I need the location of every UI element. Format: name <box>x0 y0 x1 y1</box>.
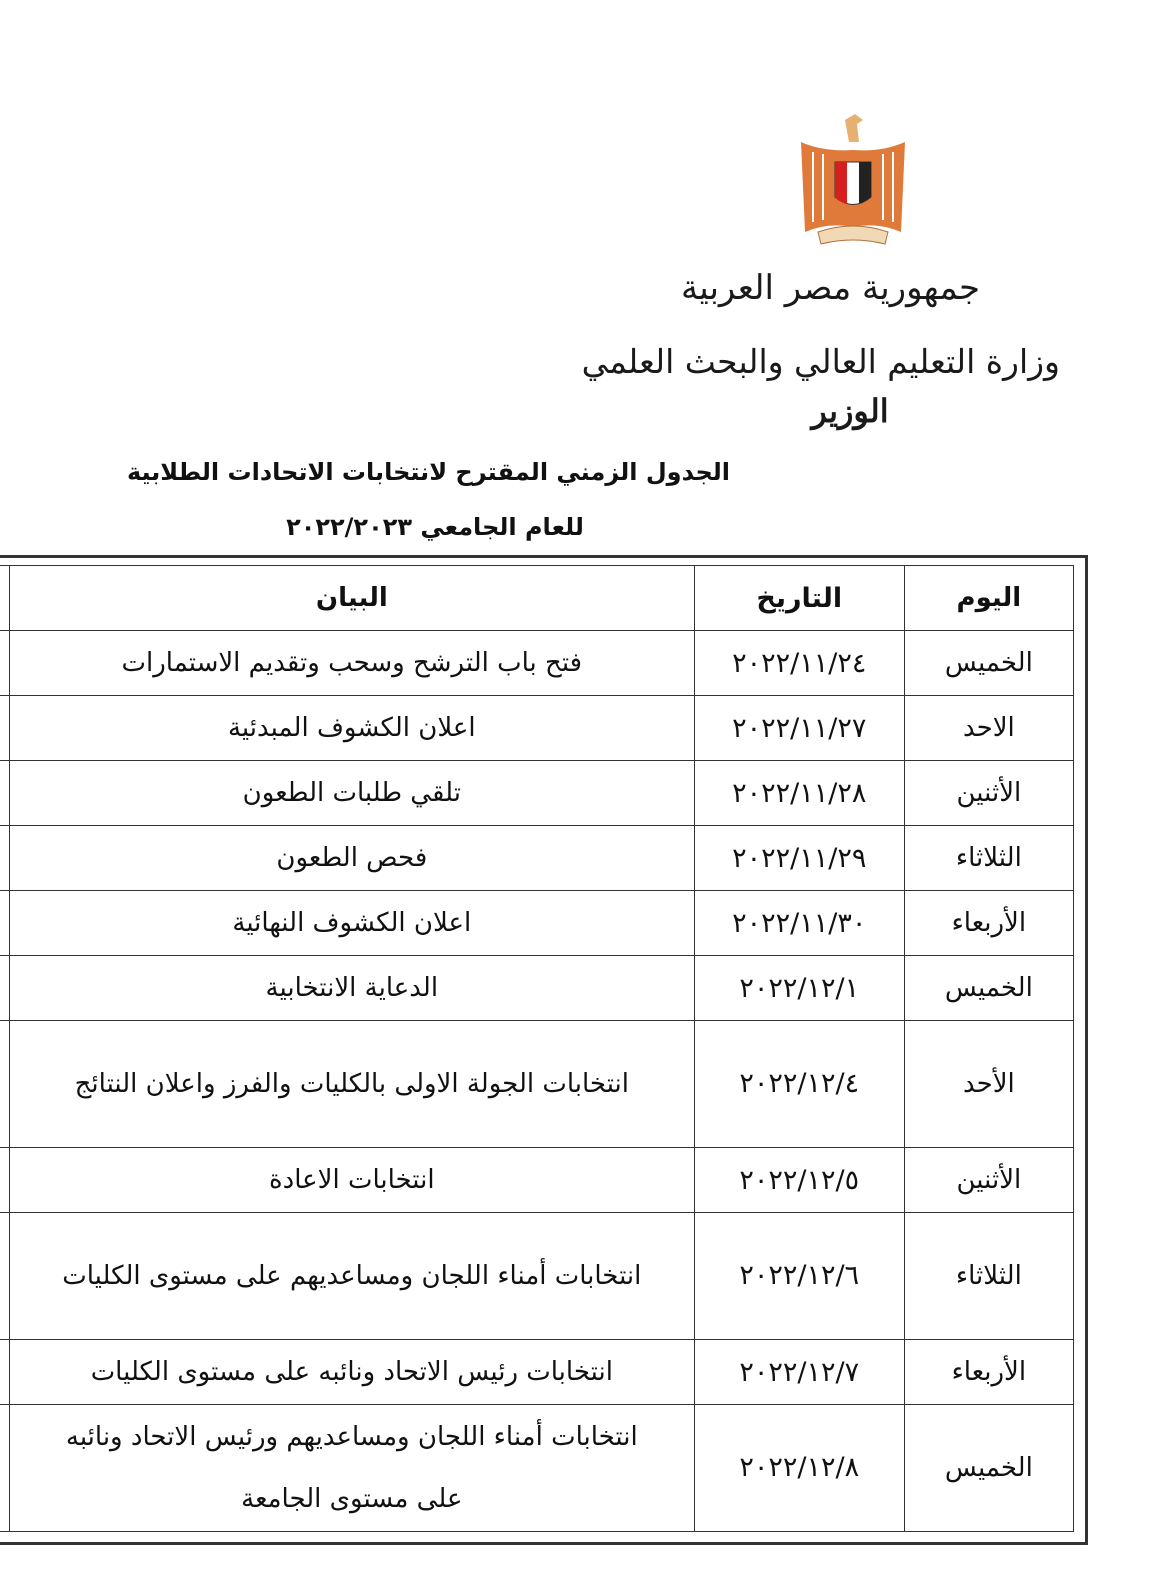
cell-date: ٢٠٢٢/١٢/٥ <box>693 1147 905 1213</box>
cell-cut-off <box>0 1212 10 1340</box>
table-row: الثلاثاء ٢٠٢٢/١١/٢٩ فحص الطعون <box>0 825 1075 891</box>
cell-description: انتخابات أمناء اللجان ومساعديهم ورئيس ال… <box>8 1404 695 1532</box>
table-row: الخميس ٢٠٢٢/١١/٢٤ فتح باب الترشح وسحب وتقد… <box>0 630 1075 696</box>
cell-description: فحص الطعون <box>8 825 695 891</box>
cell-date: ٢٠٢٢/١١/٢٨ <box>693 760 905 826</box>
cell-date: ٢٠٢٢/١١/٣٠ <box>693 890 905 956</box>
cell-date: ٢٠٢٢/١١/٢٩ <box>693 825 905 891</box>
cell-description: اعلان الكشوف النهائية <box>8 890 695 956</box>
cell-date: ٢٠٢٢/١٢/٧ <box>693 1339 905 1405</box>
cell-day: الخميس <box>903 630 1075 696</box>
table-header-row: اليوم التاريخ البيان <box>0 565 1075 631</box>
cell-day: الأثنين <box>903 1147 1075 1213</box>
cell-description: انتخابات الجولة الاولى بالكليات والفرز و… <box>8 1020 695 1148</box>
table-row: الأربعاء ٢٠٢٢/١١/٣٠ اعلان الكشوف النهائية <box>0 890 1075 956</box>
cell-cut-off <box>0 1020 10 1148</box>
cell-day: الأحد <box>903 1020 1075 1148</box>
schedule-table-frame: اليوم التاريخ البيان الخميس ٢٠٢٢/١١/٢٤ فتح… <box>0 555 1088 1545</box>
cell-description: انتخابات الاعادة <box>8 1147 695 1213</box>
cell-description: تلقي طلبات الطعون <box>8 760 695 826</box>
table-row: الأحد ٢٠٢٢/١٢/٤ انتخابات الجولة الاولى بال… <box>0 1020 1075 1148</box>
table-row: الأربعاء ٢٠٢٢/١٢/٧ انتخابات رئيس الاتحاد و… <box>0 1339 1075 1405</box>
cell-date: ٢٠٢٢/١١/٢٧ <box>693 695 905 761</box>
cell-date: ٢٠٢٢/١٢/٨ <box>693 1404 905 1532</box>
schedule-table: اليوم التاريخ البيان الخميس ٢٠٢٢/١١/٢٤ فتح… <box>0 565 1075 1532</box>
cell-description: فتح باب الترشح وسحب وتقديم الاستمارات <box>8 630 695 696</box>
cell-description: انتخابات رئيس الاتحاد ونائبه على مستوى ا… <box>8 1339 695 1405</box>
cell-cut-off <box>0 825 10 891</box>
ministry-name: وزارة التعليم العالي والبحث العلمي <box>581 342 1060 381</box>
egypt-eagle-emblem-icon <box>801 114 905 245</box>
header-day: اليوم <box>903 565 1075 631</box>
cell-date: ٢٠٢٢/١٢/١ <box>693 955 905 1021</box>
cell-day: الثلاثاء <box>903 1212 1075 1340</box>
table-row: الخميس ٢٠٢٢/١٢/١ الدعاية الانتخابية <box>0 955 1075 1021</box>
cell-day: الأثنين <box>903 760 1075 826</box>
header-description: البيان <box>8 565 695 631</box>
cell-cut-off <box>0 695 10 761</box>
cell-date: ٢٠٢٢/١٢/٤ <box>693 1020 905 1148</box>
header-date: التاريخ <box>693 565 905 631</box>
cell-cut-off <box>0 630 10 696</box>
cut-off-column <box>0 565 10 631</box>
office-name: الوزير <box>811 392 889 430</box>
cell-day: الأربعاء <box>903 890 1075 956</box>
cell-date: ٢٠٢٢/١٢/٦ <box>693 1212 905 1340</box>
cell-cut-off <box>0 1404 10 1532</box>
document-subtitle: للعام الجامعي ٢٠٢٢/٢٠٢٣ <box>286 513 584 541</box>
cell-date: ٢٠٢٢/١١/٢٤ <box>693 630 905 696</box>
cell-day: الثلاثاء <box>903 825 1075 891</box>
cell-cut-off <box>0 760 10 826</box>
cell-day: الخميس <box>903 955 1075 1021</box>
table-row: الاحد ٢٠٢٢/١١/٢٧ اعلان الكشوف المبدئية <box>0 695 1075 761</box>
cell-day: الاحد <box>903 695 1075 761</box>
table-row: الخميس ٢٠٢٢/١٢/٨ انتخابات أمناء اللجان ومس… <box>0 1404 1075 1532</box>
cell-day: الأربعاء <box>903 1339 1075 1405</box>
cell-cut-off <box>0 955 10 1021</box>
cell-cut-off <box>0 890 10 956</box>
country-name: جمهورية مصر العربية <box>680 268 980 308</box>
cell-description: الدعاية الانتخابية <box>8 955 695 1021</box>
table-row: الثلاثاء ٢٠٢٢/١٢/٦ انتخابات أمناء اللجان و… <box>0 1212 1075 1340</box>
cell-description: انتخابات أمناء اللجان ومساعديهم على مستو… <box>8 1212 695 1340</box>
table-row: الأثنين ٢٠٢٢/١١/٢٨ تلقي طلبات الطعون <box>0 760 1075 826</box>
document-title: الجدول الزمني المقترح لانتخابات الاتحادا… <box>126 458 730 486</box>
cell-cut-off <box>0 1147 10 1213</box>
cell-description: اعلان الكشوف المبدئية <box>8 695 695 761</box>
cell-day: الخميس <box>903 1404 1075 1532</box>
table-row: الأثنين ٢٠٢٢/١٢/٥ انتخابات الاعادة <box>0 1147 1075 1213</box>
cell-cut-off <box>0 1339 10 1405</box>
